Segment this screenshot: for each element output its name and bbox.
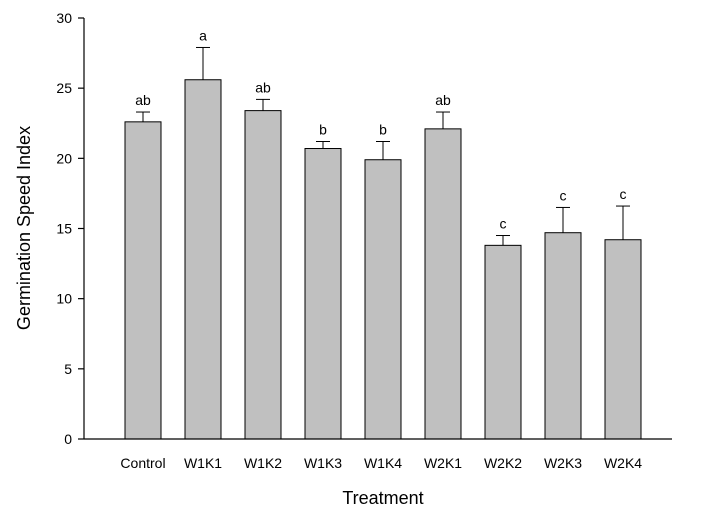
- significance-label-w2k4: c: [620, 186, 627, 202]
- significance-label-control: ab: [135, 92, 151, 108]
- significance-label-w1k3: b: [319, 121, 327, 137]
- significance-label-w1k2: ab: [255, 79, 271, 95]
- x-tick-label-w2k1: W2K1: [424, 455, 462, 471]
- bar-w2k4: [604, 239, 642, 440]
- significance-labels-layer: ab a ab b b ab c c c: [135, 27, 626, 231]
- significance-label-w2k1: ab: [435, 92, 451, 108]
- x-tick-label-w1k4: W1K4: [364, 455, 402, 471]
- bars-layer: [124, 79, 642, 440]
- significance-label-w1k4: b: [379, 121, 387, 137]
- y-ticks-layer: 0 5 10 15 20 25 30: [56, 10, 84, 447]
- x-ticks-layer: Control W1K1 W1K2 W1K3 W1K4 W2K1 W2K2 W2K3 W2K4: [120, 455, 642, 471]
- y-tick-label-20: 20: [56, 150, 72, 166]
- x-tick-label-w1k1: W1K1: [184, 455, 222, 471]
- bar-w1k4: [364, 159, 402, 440]
- x-axis-title: Treatment: [342, 488, 423, 508]
- y-tick-label-15: 15: [56, 221, 72, 237]
- x-tick-label-control: Control: [120, 455, 165, 471]
- bar-w1k1: [184, 79, 222, 440]
- significance-label-w2k2: c: [500, 216, 507, 232]
- significance-label-w1k1: a: [199, 27, 207, 43]
- y-tick-label-0: 0: [64, 431, 72, 447]
- bar-w2k3: [544, 232, 582, 440]
- bar-w1k3: [304, 148, 342, 440]
- x-tick-label-w2k3: W2K3: [544, 455, 582, 471]
- y-tick-label-30: 30: [56, 10, 72, 26]
- y-tick-label-25: 25: [56, 80, 72, 96]
- x-tick-label-w2k4: W2K4: [604, 455, 642, 471]
- x-tick-label-w1k2: W1K2: [244, 455, 282, 471]
- bar-w2k2: [484, 244, 522, 440]
- x-tick-label-w2k2: W2K2: [484, 455, 522, 471]
- bar-control: [124, 121, 162, 440]
- bar-w1k2: [244, 110, 282, 440]
- error-bars-layer: [136, 46, 630, 246]
- x-tick-label-w1k3: W1K3: [304, 455, 342, 471]
- y-axis-title: Germination Speed Index: [14, 126, 34, 330]
- bar-w2k1: [424, 128, 462, 440]
- significance-label-w2k3: c: [560, 187, 567, 203]
- y-tick-label-5: 5: [64, 361, 72, 377]
- y-tick-label-10: 10: [56, 291, 72, 307]
